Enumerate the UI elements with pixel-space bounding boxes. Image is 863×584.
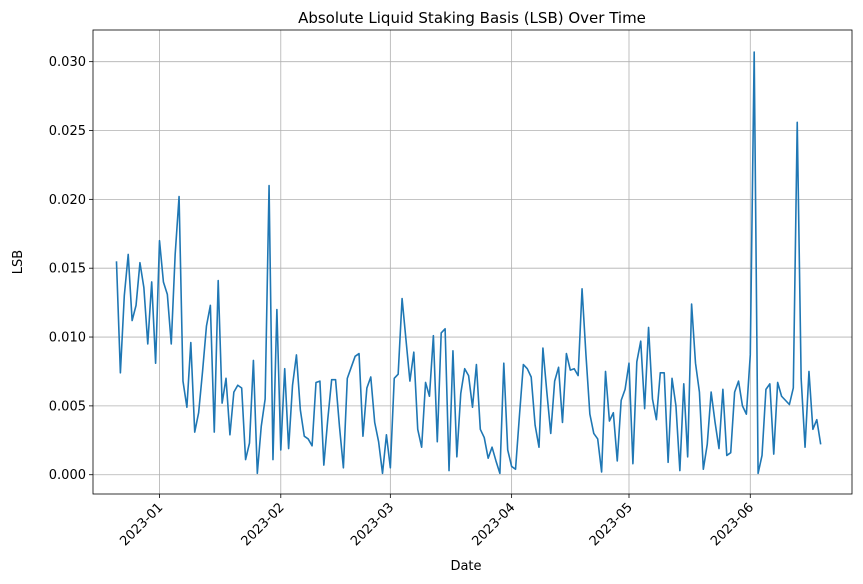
x-tick-label: 2023-05: [587, 500, 636, 549]
y-tick-label: 0.030: [49, 55, 86, 70]
y-tick-label: 0.000: [49, 468, 86, 483]
x-tick-label: 2023-01: [117, 500, 166, 549]
data-line: [115, 51, 822, 475]
x-tick-label: 2023-03: [348, 500, 397, 549]
y-tick-label: 0.025: [49, 124, 86, 139]
y-tick-label: 0.010: [49, 331, 86, 346]
x-tick-label: 2023-02: [239, 500, 288, 549]
y-axis-label: LSB: [11, 250, 26, 274]
y-tick-label: 0.020: [49, 193, 86, 208]
x-tick-label: 2023-04: [469, 500, 518, 549]
y-tick-label: 0.005: [49, 399, 86, 414]
x-axis-label: Date: [450, 559, 481, 574]
chart-title: Absolute Liquid Staking Basis (LSB) Over…: [298, 9, 646, 27]
plot-frame: [92, 29, 853, 495]
y-tick-label: 0.015: [49, 262, 86, 277]
x-tick-label: 2023-06: [708, 500, 757, 549]
